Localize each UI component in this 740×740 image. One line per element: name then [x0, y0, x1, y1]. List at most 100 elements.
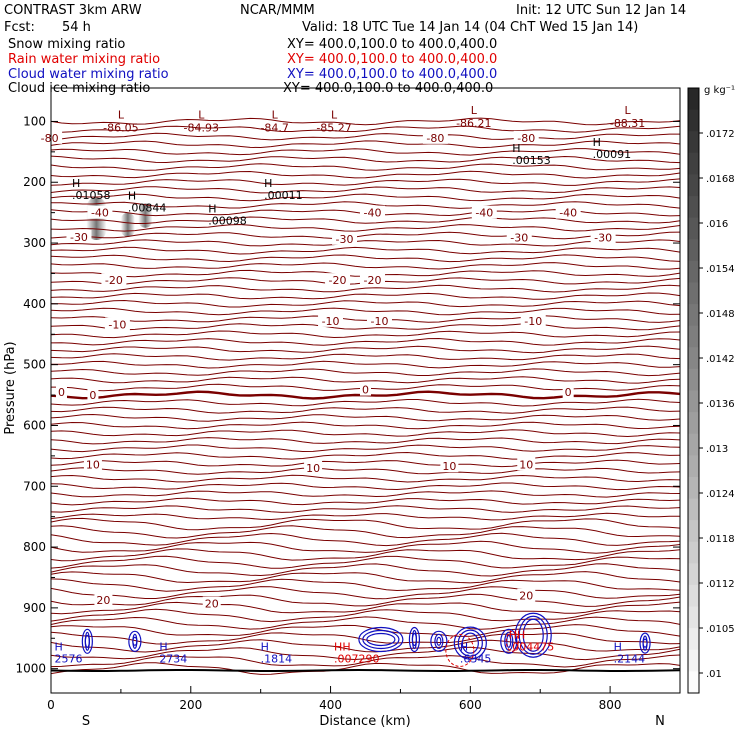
contour-label-bg [202, 596, 221, 610]
high-value: 2734 [159, 652, 187, 665]
contour-label: -20 [364, 274, 382, 287]
contour-label-bg [87, 388, 99, 402]
cloud-water-contour [366, 632, 396, 647]
forecast-hours: 54 h [62, 20, 91, 35]
temperature-contour-line [50, 216, 681, 224]
high-marker: H [128, 189, 136, 202]
temperature-contour-line [50, 505, 681, 513]
cloud-water-contour [642, 638, 648, 648]
contour-label-bg [359, 205, 385, 219]
contour-label: 20 [96, 594, 110, 607]
ice-plume [138, 203, 153, 228]
cloud-water-contour [436, 636, 442, 646]
temperature-contour-line [50, 517, 681, 531]
temperature-contour-line [50, 467, 681, 475]
contour-label-bg [55, 385, 67, 399]
high-value: .007290 [334, 652, 380, 665]
field-name-rain: Rain water mixing ratio [8, 52, 161, 67]
x-tick-label: 400 [319, 698, 342, 712]
ice-plume [120, 212, 135, 237]
temperature-contour-line [50, 563, 681, 577]
cloud-water-contour [128, 630, 142, 652]
high-marker: HH [509, 628, 526, 641]
surface-line [50, 668, 681, 672]
y-tick-label: 100 [23, 114, 46, 128]
temperature-contour-line [50, 117, 681, 126]
cloud-water-contour [132, 636, 138, 646]
high-marker: H [159, 640, 167, 653]
temperature-contour-line [50, 239, 681, 247]
cloud-water-contour [518, 615, 548, 655]
contour-label-bg [37, 130, 63, 144]
cloud-water-contour [358, 626, 404, 653]
temperature-contour-line [50, 330, 681, 339]
temperature-contour-line [50, 398, 681, 407]
temperature-contour-line [50, 125, 681, 133]
high-value: .004475 [509, 640, 555, 653]
temperature-contour-line [50, 178, 681, 186]
temperature-contour-line [50, 148, 681, 156]
plot-frame [50, 87, 681, 694]
high-value: .6345 [460, 652, 492, 665]
colorbar-tick-label: .013 [706, 444, 728, 455]
low-marker: L [272, 108, 279, 121]
contour-label: -20 [329, 274, 347, 287]
contour-label-bg [422, 130, 448, 144]
contour-label-bg [360, 382, 371, 396]
low-value: -86.21 [456, 117, 491, 130]
temperature-contour-line [50, 315, 681, 323]
y-tick-label: 800 [23, 540, 46, 554]
temperature-contour-line [50, 284, 681, 293]
x-end-right: N [655, 714, 665, 729]
low-marker: L [118, 108, 125, 121]
temperature-contour-line [50, 246, 681, 255]
contour-label: -30 [594, 232, 612, 245]
temperature-contour-line [50, 353, 681, 361]
colorbar-segment [688, 217, 699, 240]
colorbar-tick-label: .0136 [706, 399, 735, 410]
low-value: -84.7 [260, 121, 288, 134]
contour-label-bg [506, 230, 532, 244]
colorbar-segment [688, 433, 699, 456]
colorbar-tick-label: .0172 [706, 129, 735, 140]
field-name-cloud-water: Cloud water mixing ratio [8, 67, 169, 82]
contour-label: -20 [105, 274, 123, 287]
y-tick-label: 900 [23, 601, 46, 615]
colorbar-segment [688, 239, 699, 262]
x-axis-label: Distance (km) [319, 714, 410, 729]
y-tick-label: 600 [23, 418, 46, 432]
field-xy-cloud-water: XY= 400.0,100.0 to 400.0,400.0 [287, 67, 498, 82]
colorbar-segment [688, 196, 699, 219]
y-axis-label: Pressure (hPa) [3, 341, 18, 434]
cloud-water-contour [504, 631, 514, 651]
high-marker: HH [334, 640, 351, 653]
moisture-contours [81, 612, 651, 667]
colorbar-segment [688, 628, 699, 651]
temperature-contour-line [50, 223, 681, 232]
colorbar-segment [688, 541, 699, 564]
high-value: .2144 [614, 652, 646, 665]
y-tick-label: 200 [23, 175, 46, 189]
low-value: -88.31 [610, 117, 645, 130]
temperature-contour-line [50, 639, 681, 653]
cloud-water-contour [81, 628, 93, 654]
x-tick-label: 200 [179, 698, 202, 712]
temperature-contour-line [50, 429, 681, 438]
colorbar-segment [688, 606, 699, 629]
colorbar-segment [688, 174, 699, 197]
temperature-contour-line [50, 578, 681, 592]
colorbar-segment [688, 260, 699, 283]
y-tick-label: 400 [23, 297, 46, 311]
x-tick-label: 0 [47, 698, 55, 712]
temperature-contour-line [50, 292, 681, 300]
colorbar-segment [688, 347, 699, 370]
temperature-contour-line [50, 140, 681, 149]
y-tick-label: 700 [23, 479, 46, 493]
low-value: -86.05 [103, 121, 138, 134]
high-marker: H [512, 142, 520, 155]
contour-label: -30 [70, 231, 88, 244]
temperature-contour-line [50, 262, 681, 270]
temperature-contour-line [50, 482, 681, 491]
contour-label: -10 [524, 315, 542, 328]
colorbar-tick-label: .0148 [706, 309, 735, 320]
